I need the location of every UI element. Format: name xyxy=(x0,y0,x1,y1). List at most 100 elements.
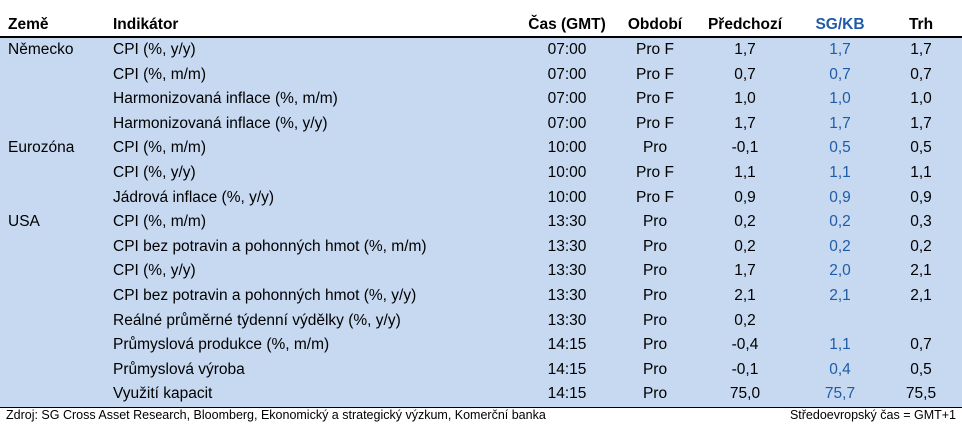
table-row: Německo CPI (%, y/y) 07:00 Pro F 1,7 1,7 1,7 xyxy=(0,38,962,63)
table-row: Reálné průměrné týdenní výdělky (%, y/y)… xyxy=(0,308,962,334)
indicator: Harmonizovaná inflace (%, m/m) xyxy=(113,90,338,108)
table-row: CPI (%, m/m) 07:00 Pro F 0,7 0,7 0,7 xyxy=(0,62,962,88)
previous: -0,1 xyxy=(731,360,759,378)
period: Pro xyxy=(642,139,668,157)
sgkb-forecast: 0,4 xyxy=(829,360,851,378)
previous: 0,2 xyxy=(734,213,756,231)
indicator: Průmyslová výroba xyxy=(113,360,245,378)
sgkb-forecast: 0,9 xyxy=(829,188,851,206)
indicator: Harmonizovaná inflace (%, y/y) xyxy=(113,114,328,132)
indicator: Průmyslová produkce (%, m/m) xyxy=(113,336,330,354)
table-row: Jádrová inflace (%, y/y) 10:00 Pro F 0,9 0,9… xyxy=(0,185,962,211)
period: Pro xyxy=(642,360,668,378)
indicator: Jádrová inflace (%, y/y) xyxy=(113,188,275,206)
header-row: Země Indikátor Čas (GMT) Období Předchozí SG/… xyxy=(0,0,962,38)
period: Pro F xyxy=(636,41,674,58)
sgkb-forecast: 75,7 xyxy=(824,385,856,403)
time: 14:15 xyxy=(547,336,587,354)
previous: 0,2 xyxy=(734,237,756,255)
time: 13:30 xyxy=(547,262,587,280)
market-forecast: 0,9 xyxy=(910,188,932,206)
indicator: CPI (%, m/m) xyxy=(113,65,206,83)
market-forecast: Trh xyxy=(908,16,934,33)
table-row: CPI bez potravin a pohonných hmot (%, y/… xyxy=(0,284,962,309)
market-forecast: 0,7 xyxy=(910,65,932,83)
sgkb-forecast: 0,5 xyxy=(829,139,851,157)
period: Pro xyxy=(642,213,668,231)
sgkb-forecast: 1,1 xyxy=(829,336,851,354)
period: Pro xyxy=(642,287,668,304)
market-forecast: 1,0 xyxy=(910,90,932,108)
indicator: CPI (%, y/y) xyxy=(113,262,196,280)
time: 13:30 xyxy=(547,213,587,231)
time: 07:00 xyxy=(547,65,587,83)
previous: -0,4 xyxy=(731,336,759,354)
indicator: CPI (%, y/y) xyxy=(113,41,196,58)
country: Země xyxy=(8,16,49,33)
period: Pro F xyxy=(636,65,674,83)
period: Pro F xyxy=(636,90,674,108)
period: Pro F xyxy=(636,164,674,181)
table-row: CPI (%, y/y) 13:30 Pro 1,7 2,0 2,1 xyxy=(0,259,962,284)
market-forecast: 75,5 xyxy=(905,385,937,403)
timezone-note: Středoevropský čas = GMT+1 xyxy=(789,408,956,422)
time: 14:15 xyxy=(547,385,587,403)
table-row: USA CPI (%, m/m) 13:30 Pro 0,2 0,2 0,3 xyxy=(0,210,962,235)
indicator: CPI (%, m/m) xyxy=(113,213,206,231)
time: 10:00 xyxy=(547,164,587,181)
indicator: Indikátor xyxy=(113,16,179,33)
table-row: Průmyslová produkce (%, m/m) 14:15 Pro -0,4… xyxy=(0,333,962,358)
time: 07:00 xyxy=(547,41,587,58)
table-row: Harmonizovaná inflace (%, m/m) 07:00 Pro F… xyxy=(0,87,962,112)
time: 13:30 xyxy=(547,237,587,255)
sgkb-forecast: 1,7 xyxy=(829,114,851,132)
table-row: Eurozóna CPI (%, m/m) 10:00 Pro -0,1 0,5 0,5 xyxy=(0,136,962,161)
indicator: CPI bez potravin a pohonných hmot (%, y/… xyxy=(113,287,417,304)
market-forecast: 1,7 xyxy=(910,114,932,132)
previous: 0,7 xyxy=(734,65,756,83)
previous: 1,7 xyxy=(734,41,756,58)
period: Období xyxy=(627,16,683,33)
market-forecast: 1,7 xyxy=(910,41,932,58)
time: 10:00 xyxy=(547,188,587,206)
sgkb-forecast: 0,7 xyxy=(829,65,851,83)
previous: 2,1 xyxy=(734,287,756,304)
sgkb-forecast: 1,7 xyxy=(829,41,851,58)
sgkb-forecast: 1,1 xyxy=(829,164,851,181)
table-row: Využití kapacit 14:15 Pro 75,0 75,7 75,5 xyxy=(0,382,962,407)
table-row: CPI bez potravin a pohonných hmot (%, m/… xyxy=(0,234,962,260)
period: Pro xyxy=(642,262,668,280)
time: 07:00 xyxy=(547,90,587,108)
table-bottom-rule xyxy=(0,407,962,408)
time: 13:30 xyxy=(547,311,587,329)
market-forecast: 0,3 xyxy=(910,213,932,231)
indicator: CPI (%, y/y) xyxy=(113,164,196,181)
previous: 1,7 xyxy=(734,114,756,132)
market-forecast: 2,1 xyxy=(910,262,932,280)
table-row: Průmyslová výroba 14:15 Pro -0,1 0,4 0,5 xyxy=(0,357,962,383)
period: Pro xyxy=(642,237,668,255)
source-note: Zdroj: SG Cross Asset Research, Bloomber… xyxy=(6,408,546,422)
country: USA xyxy=(8,213,40,231)
market-forecast: 0,7 xyxy=(910,336,932,354)
period: Pro F xyxy=(636,188,674,206)
time: 13:30 xyxy=(547,287,587,304)
period: Pro xyxy=(642,385,668,403)
sgkb-forecast: 1,0 xyxy=(829,90,851,108)
country: Eurozóna xyxy=(8,139,75,157)
sgkb-forecast: 0,2 xyxy=(829,213,851,231)
previous: -0,1 xyxy=(731,139,759,157)
previous: 1,0 xyxy=(734,90,756,108)
period: Pro F xyxy=(636,114,674,132)
indicator: CPI (%, m/m) xyxy=(113,139,206,157)
country: Německo xyxy=(8,41,74,58)
period: Pro xyxy=(642,311,668,329)
previous: Předchozí xyxy=(707,16,783,33)
market-forecast: 0,2 xyxy=(910,237,932,255)
indicator: Reálné průměrné týdenní výdělky (%, y/y) xyxy=(113,311,401,329)
period: Pro xyxy=(642,336,668,354)
table-row: CPI (%, y/y) 10:00 Pro F 1,1 1,1 1,1 xyxy=(0,161,962,186)
table-row: Harmonizovaná inflace (%, y/y) 07:00 Pro F… xyxy=(0,111,962,137)
previous: 0,2 xyxy=(734,311,756,329)
